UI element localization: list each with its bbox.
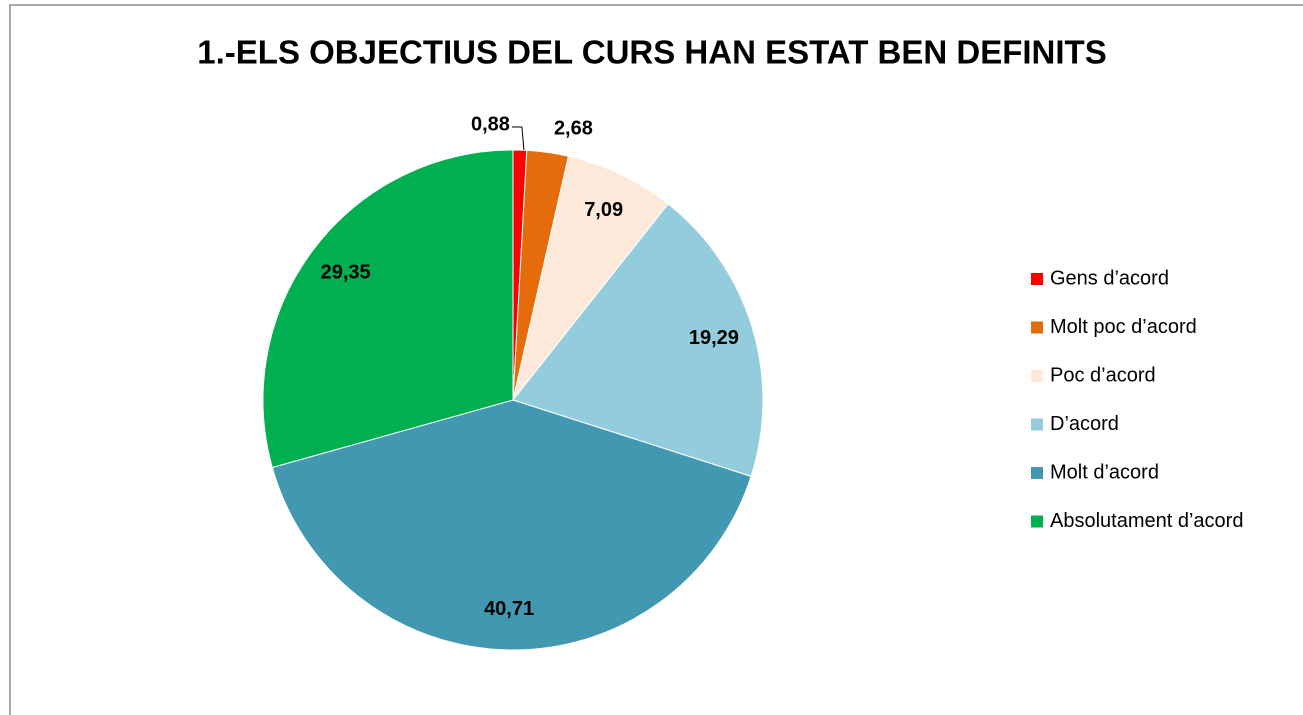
legend-label: Molt poc d’acord: [1050, 316, 1197, 338]
data-label: 19,29: [689, 327, 739, 349]
pie-slice: [271, 399, 752, 651]
leader-line: [511, 126, 525, 151]
legend-swatch: [1031, 515, 1043, 528]
pie-slice: [262, 149, 514, 469]
data-label: 7,09: [584, 199, 623, 221]
legend-label: D’acord: [1050, 413, 1119, 435]
legend-label: Absolutament d’acord: [1050, 510, 1243, 532]
legend-swatch: [1031, 370, 1043, 382]
data-label: 0,88: [471, 113, 510, 135]
legend-swatch: [1031, 467, 1043, 479]
data-label: 29,35: [321, 261, 371, 283]
data-label: 2,68: [554, 117, 593, 139]
legend-swatch: [1031, 418, 1043, 431]
legend-label: Poc d’acord: [1050, 364, 1156, 386]
legend-swatch: [1031, 273, 1043, 285]
data-label: 40,71: [484, 598, 534, 620]
chart-title: 1.-ELS OBJECTIUS DEL CURS HAN ESTAT BEN …: [197, 34, 1106, 71]
pie-slice: [512, 155, 669, 401]
legend-label: Gens d’acord: [1050, 267, 1169, 289]
pie-slice: [512, 203, 764, 477]
legend-swatch: [1031, 321, 1043, 334]
legend-label: Molt d’acord: [1050, 461, 1159, 483]
